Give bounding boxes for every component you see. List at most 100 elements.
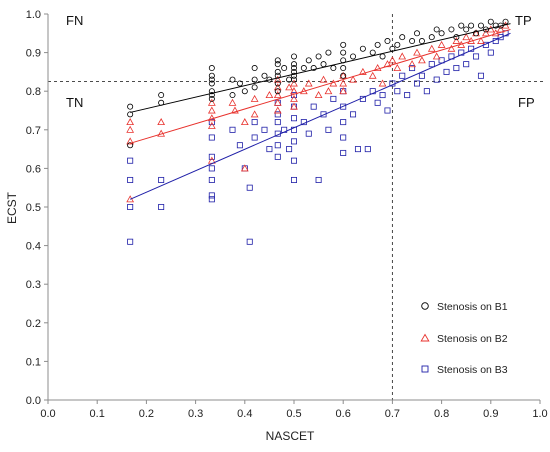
data-point-circle <box>305 57 312 64</box>
data-point-triangle <box>432 52 441 60</box>
data-point-square <box>208 176 215 183</box>
data-point-triangle <box>207 98 216 106</box>
data-point-triangle <box>207 106 216 114</box>
data-point-square <box>274 153 281 160</box>
axes: 0.0 0.1 0.2 0.3 0.4 0.5 0.6 0.7 0.8 0.9 1.0 0.0 0.1 0… <box>26 9 548 420</box>
legend-marker-triangle <box>420 333 430 342</box>
data-point-circle <box>409 38 416 45</box>
data-point-square <box>325 126 332 133</box>
data-point-square <box>251 134 258 141</box>
data-point-square <box>208 134 215 141</box>
data-point-triangle <box>418 56 426 64</box>
trend-lines <box>129 23 511 200</box>
data-point-square <box>158 203 165 210</box>
data-point-triangle <box>250 110 259 118</box>
data-point-square <box>350 111 357 118</box>
y-tick-label: 0.5 <box>26 202 41 214</box>
data-point-square <box>409 65 416 72</box>
x-tick-label: 0.7 <box>385 408 400 420</box>
x-tick-label: 0.1 <box>90 408 105 420</box>
data-point-circle <box>290 53 297 60</box>
data-point-triangle <box>273 83 282 91</box>
data-point-triangle <box>373 64 382 71</box>
data-point-square <box>246 184 253 191</box>
data-point-triangle <box>273 91 282 99</box>
data-point-triangle <box>273 106 282 114</box>
data-point-square <box>399 72 406 79</box>
x-tick-label: 0.0 <box>40 408 55 420</box>
data-point-square <box>208 165 215 172</box>
data-point-circle <box>310 65 317 72</box>
legend-marker-square <box>421 365 429 373</box>
data-point-circle <box>290 65 297 72</box>
x-tick-label: 0.4 <box>237 408 252 420</box>
data-point-triangle <box>482 29 490 37</box>
data-point-triangle <box>273 98 282 106</box>
data-point-circle <box>251 76 258 83</box>
y-tick-label: 0.0 <box>26 395 41 407</box>
data-point-circle <box>261 72 268 79</box>
y-tick-label: 0.2 <box>26 318 41 330</box>
x-tick-label: 0.9 <box>483 408 498 420</box>
data-point-circle <box>208 65 215 72</box>
data-point-triangle <box>290 94 298 102</box>
data-point-circle <box>428 34 435 41</box>
data-point-circle <box>300 65 307 72</box>
data-point-circle <box>208 76 215 83</box>
data-point-square <box>340 149 347 156</box>
data-point-triangle <box>437 40 446 48</box>
quadrant-label-bottom-left: TN <box>66 95 83 110</box>
data-point-triangle <box>273 75 282 83</box>
data-point-square <box>274 142 281 149</box>
data-point-triangle <box>427 44 436 52</box>
data-point-triangle <box>157 118 166 126</box>
data-point-square <box>261 126 268 133</box>
y-tick-label: 0.8 <box>26 86 41 98</box>
x-axis-title: NASCET <box>266 429 315 443</box>
quadrant-label-bottom-right: FP <box>518 95 535 110</box>
trend-line-series-3 <box>129 32 511 200</box>
data-point-circle <box>236 80 243 87</box>
data-point-square <box>305 130 312 137</box>
data-point-circle <box>477 22 484 29</box>
data-point-circle <box>274 61 281 68</box>
data-point-square <box>127 203 134 210</box>
data-point-circle <box>241 88 248 95</box>
data-point-triangle <box>228 98 237 106</box>
data-point-triangle <box>304 79 313 87</box>
data-point-circle <box>251 84 258 91</box>
data-point-square <box>463 61 470 68</box>
data-point-circle <box>394 41 401 48</box>
data-point-square <box>274 119 281 126</box>
data-point-circle <box>229 76 236 83</box>
data-point-square <box>290 126 297 133</box>
data-point-square <box>379 92 386 99</box>
data-point-triangle <box>285 83 293 91</box>
y-tick-label: 0.9 <box>26 48 41 60</box>
x-tick-label: 0.8 <box>434 408 449 420</box>
trend-line-series-1 <box>130 23 511 113</box>
quadrant-label-top-right: TP <box>515 13 532 28</box>
data-point-circle <box>274 80 281 87</box>
data-point-triangle <box>126 125 135 133</box>
data-point-square <box>428 61 435 68</box>
data-point-square <box>384 107 391 114</box>
data-point-triangle <box>290 102 298 110</box>
data-point-square <box>290 157 297 164</box>
data-point-circle <box>208 80 215 87</box>
legend: Stenosis on B1 Stenosis on B2 Stenosis o… <box>420 301 508 376</box>
data-point-square <box>246 238 253 245</box>
data-point-triangle <box>231 106 239 114</box>
data-point-circle <box>274 68 281 75</box>
data-point-square <box>266 146 273 153</box>
x-tick-label: 0.2 <box>139 408 154 420</box>
data-point-square <box>236 142 243 149</box>
data-point-triangle <box>477 36 485 44</box>
data-point-triangle <box>349 75 357 83</box>
x-tick-label: 0.5 <box>286 408 301 420</box>
data-point-triangle <box>324 87 333 95</box>
data-point-triangle <box>368 71 377 79</box>
data-point-square <box>497 34 504 41</box>
data-point-square <box>340 119 347 126</box>
